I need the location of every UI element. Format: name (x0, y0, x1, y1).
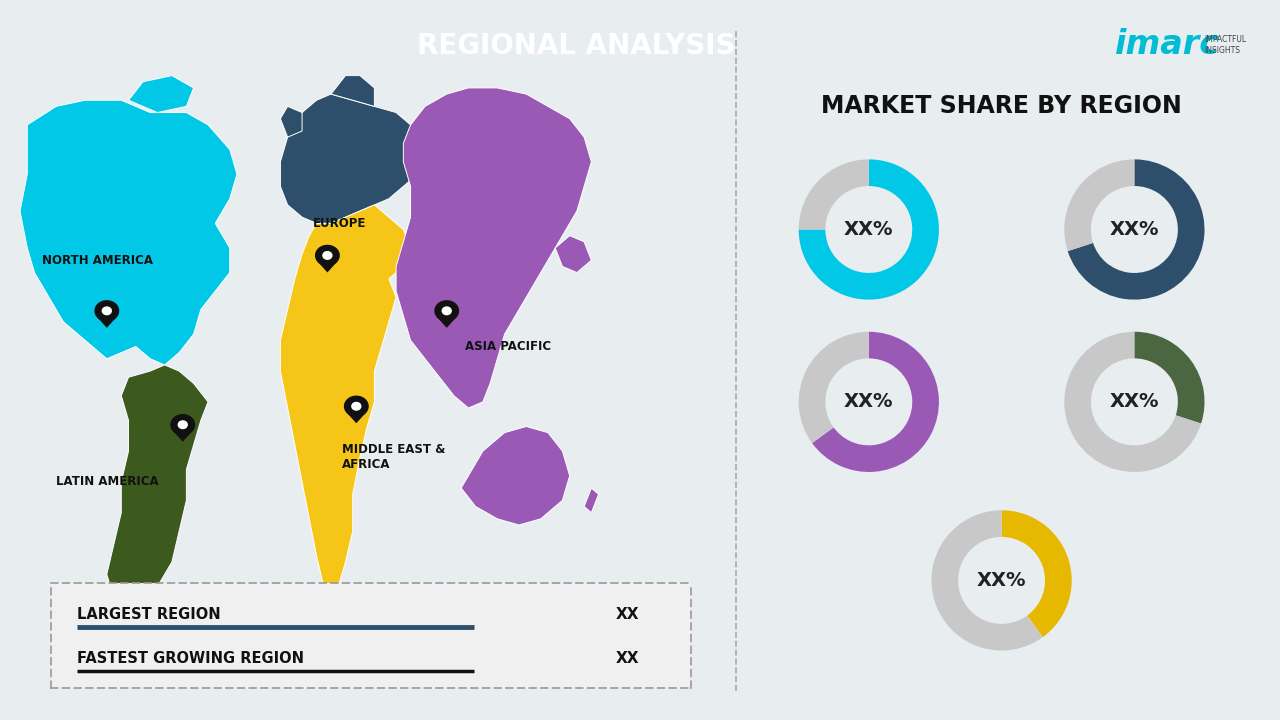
Text: XX: XX (616, 651, 639, 666)
Circle shape (102, 307, 111, 315)
Circle shape (344, 396, 369, 416)
Polygon shape (280, 94, 425, 223)
Polygon shape (347, 413, 366, 423)
Circle shape (323, 251, 332, 259)
Polygon shape (128, 76, 193, 112)
Text: MIDDLE EAST &
AFRICA: MIDDLE EAST & AFRICA (342, 444, 445, 472)
Circle shape (172, 415, 195, 435)
Text: MARKET SHARE BY REGION: MARKET SHARE BY REGION (822, 94, 1181, 118)
Text: LARGEST REGION: LARGEST REGION (77, 607, 220, 622)
Text: XX: XX (616, 607, 639, 622)
Circle shape (95, 301, 119, 321)
Polygon shape (280, 107, 302, 137)
Polygon shape (461, 426, 570, 525)
Text: ASIA PACIFIC: ASIA PACIFIC (465, 340, 550, 353)
Text: EUROPE: EUROPE (312, 217, 366, 230)
Text: imarc: imarc (1115, 28, 1220, 61)
Circle shape (316, 246, 339, 266)
Polygon shape (280, 205, 411, 605)
Polygon shape (332, 76, 375, 107)
Polygon shape (396, 88, 591, 408)
Polygon shape (584, 488, 599, 513)
Polygon shape (556, 235, 591, 273)
Polygon shape (106, 365, 209, 611)
Polygon shape (317, 261, 338, 272)
Text: NORTH AMERICA: NORTH AMERICA (42, 253, 152, 267)
Circle shape (178, 421, 187, 428)
Polygon shape (436, 317, 457, 328)
Polygon shape (97, 317, 116, 328)
Text: FASTEST GROWING REGION: FASTEST GROWING REGION (77, 651, 303, 666)
Polygon shape (20, 100, 237, 365)
Text: REGIONAL ANALYSIS: REGIONAL ANALYSIS (417, 32, 735, 60)
Text: LATIN AMERICA: LATIN AMERICA (56, 475, 159, 488)
Polygon shape (173, 431, 193, 442)
Text: IMPACTFUL
INSIGHTS: IMPACTFUL INSIGHTS (1204, 35, 1247, 55)
Circle shape (352, 402, 361, 410)
Circle shape (443, 307, 451, 315)
Circle shape (435, 301, 458, 321)
